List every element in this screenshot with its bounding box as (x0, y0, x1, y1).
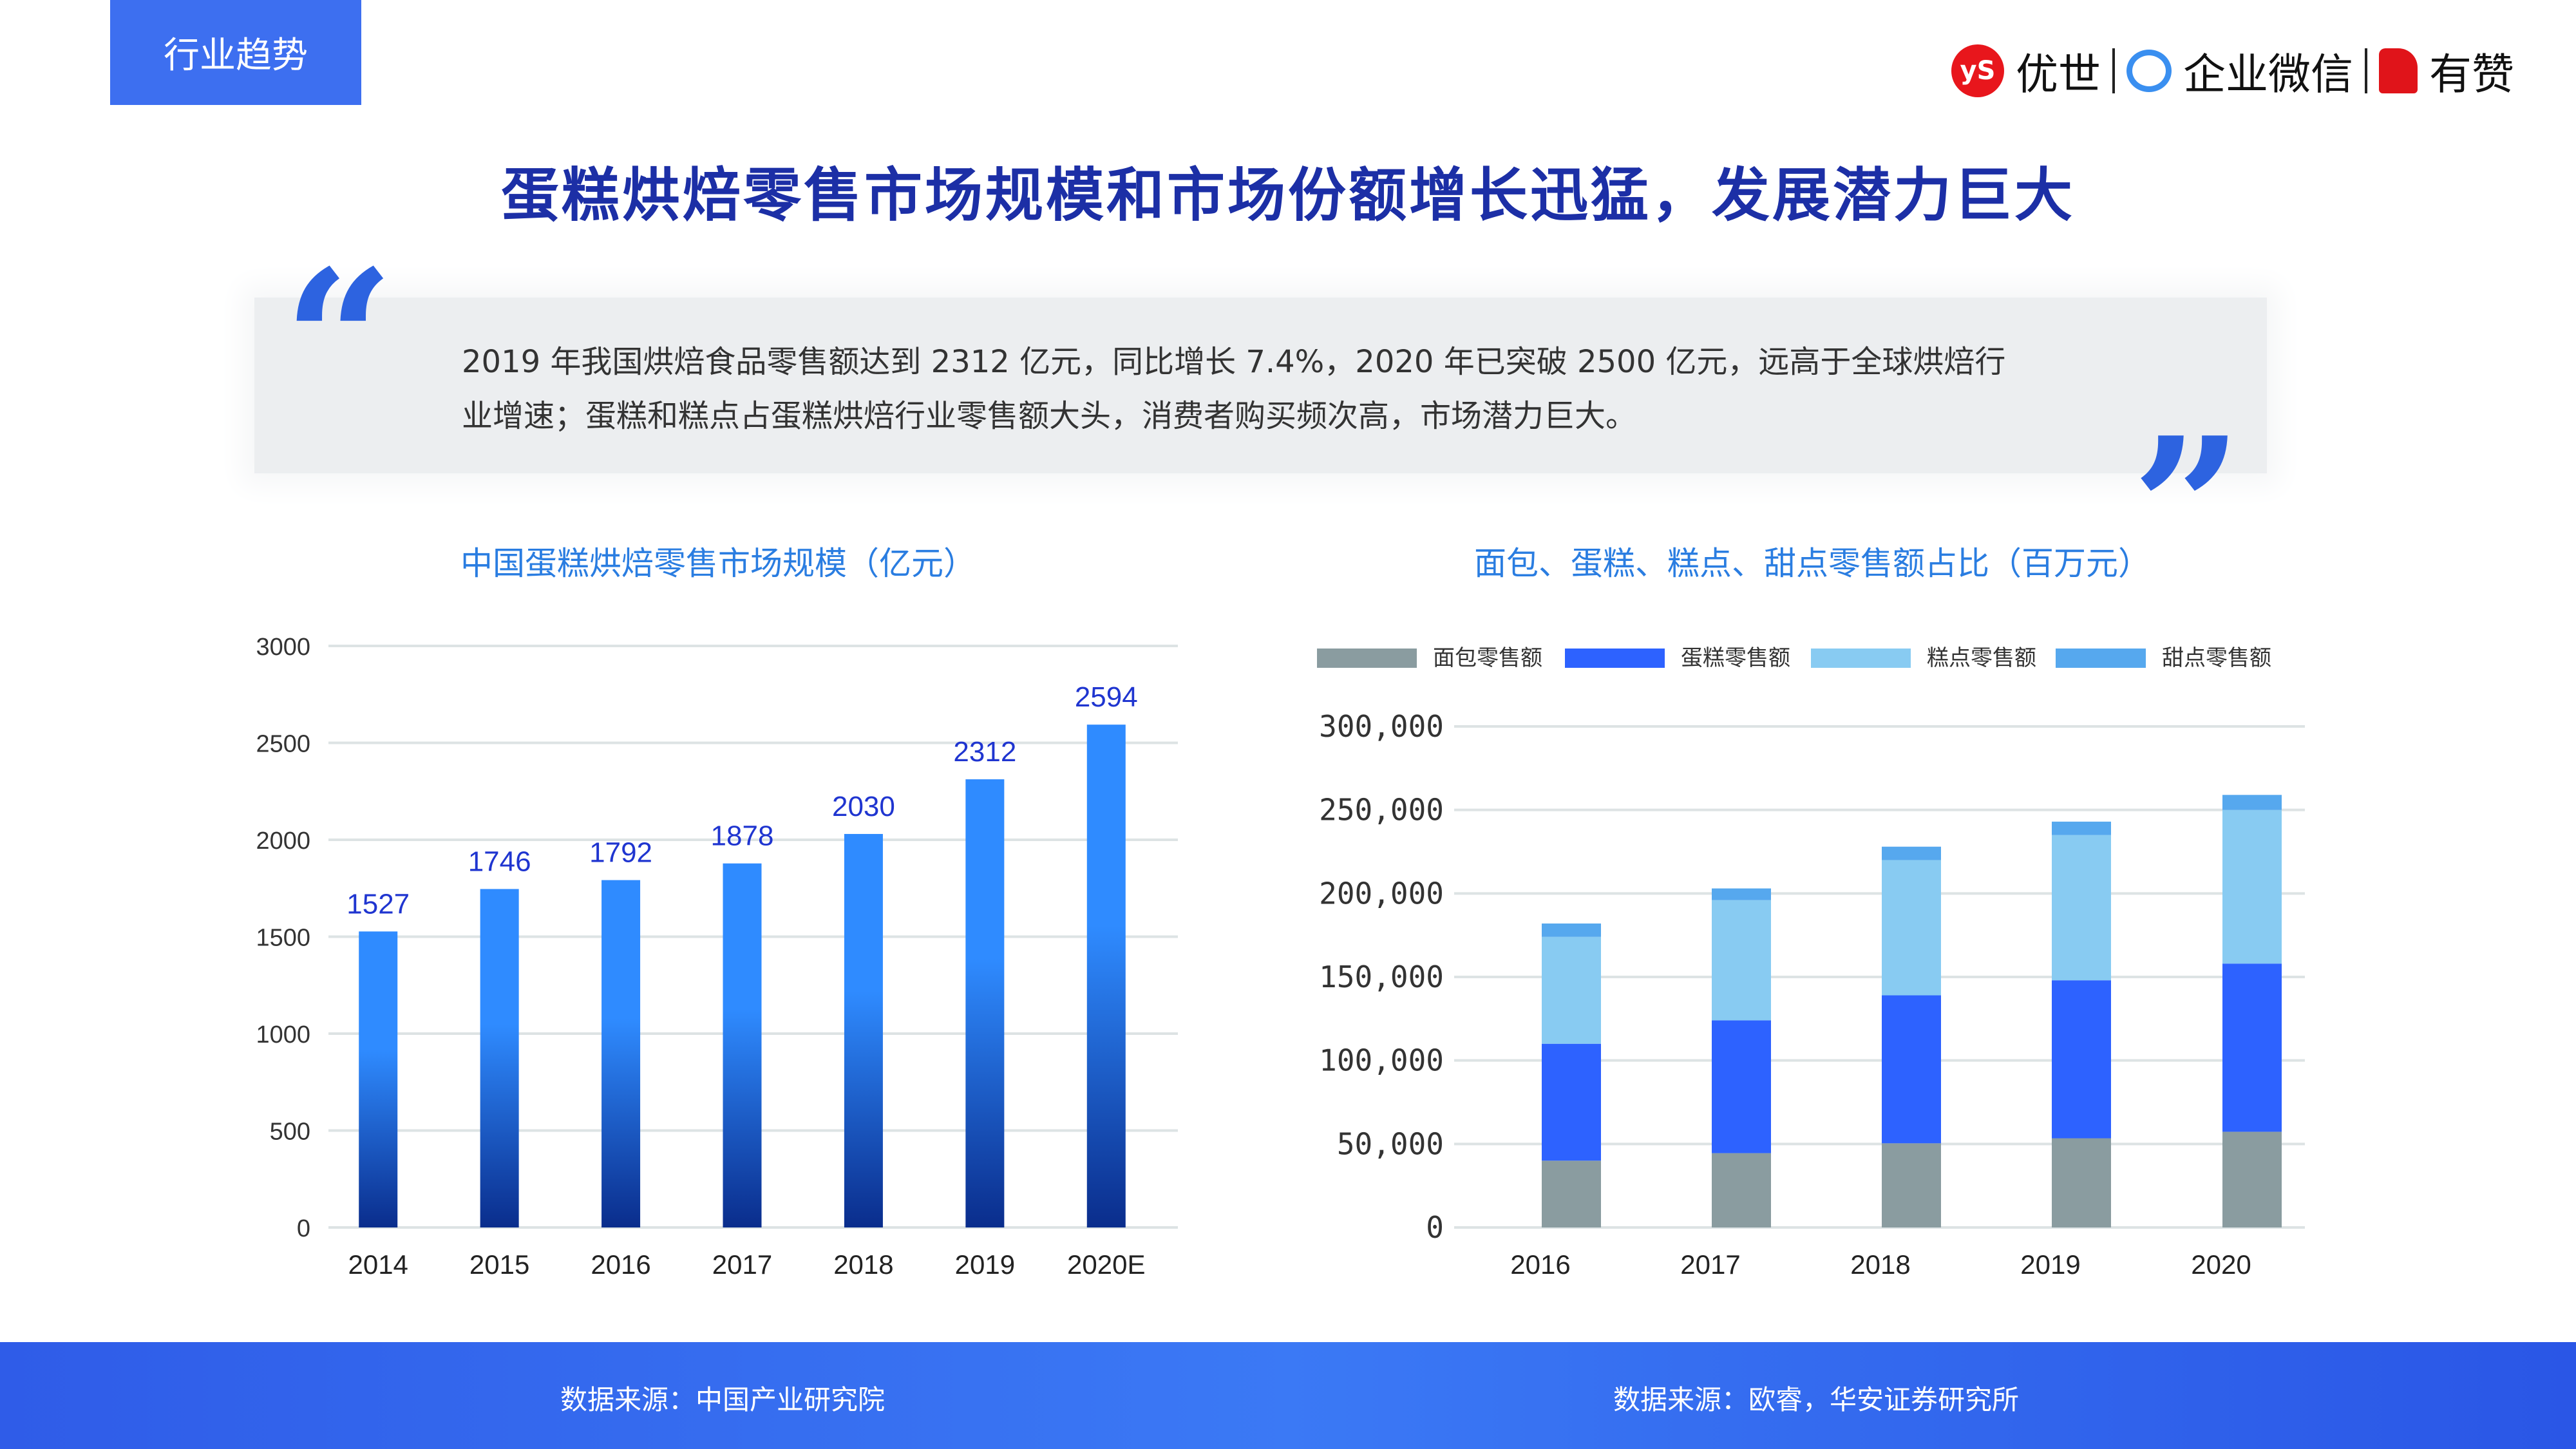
bar-segment (1542, 1043, 1601, 1161)
wecom-label: 企业微信 (2183, 49, 2353, 99)
partner-logos: yS 优世 企业微信 有赞 (1951, 40, 2514, 101)
x-tick-label: 2019 (2020, 1249, 2080, 1280)
bar (359, 931, 398, 1227)
divider (2112, 48, 2115, 93)
bar-segment (2222, 1132, 2282, 1227)
youzan-label: 有赞 (2429, 49, 2514, 99)
bar-segment (1882, 846, 1941, 860)
youshi-label: 优世 (2016, 49, 2101, 99)
x-tick-label: 2016 (1510, 1249, 1570, 1280)
quote-line: 业增速；蛋糕和糕点占蛋糕烘焙行业零售额大头，消费者购买频次高，市场潜力巨大。 (462, 398, 1637, 434)
right-chart-title: 面包、蛋糕、糕点、甜点零售额占比（百万元） (1474, 545, 2150, 582)
legend-swatch (2056, 649, 2146, 668)
left-chart-title: 中国蛋糕烘焙零售市场规模（亿元） (460, 545, 976, 582)
y-tick-label: 2000 (256, 828, 310, 855)
y-tick-label: 0 (1426, 1210, 1444, 1245)
data-label: 1527 (346, 888, 410, 920)
y-tick-label: 500 (270, 1119, 310, 1146)
y-tick-label: 2500 (256, 731, 310, 758)
source-left: 数据来源：中国产业研究院 (560, 1384, 885, 1416)
bar-segment (1542, 936, 1601, 1044)
bar-segment (2052, 835, 2111, 981)
legend-swatch (1811, 649, 1911, 668)
bar-segment (1882, 1143, 1941, 1227)
y-tick-label: 150,000 (1319, 960, 1444, 994)
bar (601, 880, 641, 1227)
youshi-logo-icon: yS (1951, 44, 2004, 97)
bar-segment (1712, 900, 1771, 1021)
x-tick-label: 2019 (955, 1249, 1015, 1280)
bar-segment (2222, 810, 2282, 964)
open-quote-icon: “ (283, 227, 395, 455)
quote-line: 2019 年我国烘焙食品零售额达到 2312 亿元，同比增长 7.4%，2020… (462, 344, 2006, 380)
thumbs-up-icon (2379, 48, 2418, 93)
data-label: 1792 (589, 837, 652, 869)
close-quote-icon: ” (2132, 395, 2243, 622)
bar (965, 779, 1005, 1227)
y-tick-label: 3000 (256, 634, 310, 661)
bar-segment (1712, 888, 1771, 900)
y-tick-label: 250,000 (1319, 793, 1444, 828)
data-label: 1878 (711, 820, 774, 852)
legend-swatch (1317, 649, 1417, 668)
bar-segment (1882, 995, 1941, 1144)
data-label: 2312 (953, 736, 1016, 768)
section-tag: 行业趋势 (110, 0, 361, 105)
bar-segment (1882, 860, 1941, 996)
bar (723, 863, 762, 1227)
bar-segment (1712, 1020, 1771, 1153)
data-label: 2594 (1075, 681, 1138, 713)
legend-label: 蛋糕零售额 (1681, 645, 1790, 671)
quote-text: 2019 年我国烘焙食品零售额达到 2312 亿元，同比增长 7.4%，2020… (462, 335, 2110, 443)
data-label: 1746 (468, 846, 531, 877)
data-label: 2030 (832, 791, 895, 822)
quote-box (254, 298, 2267, 473)
bar-segment (1712, 1153, 1771, 1227)
bar (480, 889, 519, 1227)
y-tick-label: 1000 (256, 1021, 310, 1048)
y-tick-label: 1500 (256, 925, 310, 952)
footer-bar (0, 1342, 2576, 1449)
y-tick-label: 200,000 (1319, 876, 1444, 911)
y-tick-label: 300,000 (1319, 709, 1444, 744)
x-tick-label: 2018 (1850, 1249, 1910, 1280)
bar-segment (2052, 980, 2111, 1139)
bar-segment (1542, 1160, 1601, 1227)
x-tick-label: 2018 (833, 1249, 893, 1280)
bar-segment (2052, 821, 2111, 835)
bar-segment (2222, 795, 2282, 810)
x-tick-label: 2017 (712, 1249, 772, 1280)
bar-segment (2222, 963, 2282, 1132)
legend-label: 糕点零售额 (1927, 645, 2036, 671)
legend-label: 面包零售额 (1433, 645, 1542, 671)
y-tick-label: 0 (297, 1215, 310, 1242)
source-right: 数据来源：欧睿，华安证券研究所 (1613, 1384, 2019, 1416)
wecom-logo-icon (2126, 49, 2172, 92)
x-tick-label: 2016 (591, 1249, 650, 1280)
legend-swatch (1565, 649, 1665, 668)
x-tick-label: 2015 (469, 1249, 529, 1280)
x-tick-label: 2017 (1680, 1249, 1740, 1280)
x-tick-label: 2020 (2191, 1249, 2251, 1280)
page-title: 蛋糕烘焙零售市场规模和市场份额增长迅猛，发展潜力巨大 (501, 162, 2075, 229)
bar-segment (1542, 923, 1601, 937)
bar (1086, 724, 1126, 1227)
y-tick-label: 100,000 (1319, 1043, 1444, 1078)
bar-segment (2052, 1138, 2111, 1227)
bar (844, 833, 883, 1227)
x-tick-label: 2014 (348, 1249, 408, 1280)
divider (2365, 48, 2367, 93)
legend-label: 甜点零售额 (2162, 645, 2271, 671)
x-tick-label: 2020E (1067, 1249, 1145, 1280)
y-tick-label: 50,000 (1337, 1126, 1444, 1161)
